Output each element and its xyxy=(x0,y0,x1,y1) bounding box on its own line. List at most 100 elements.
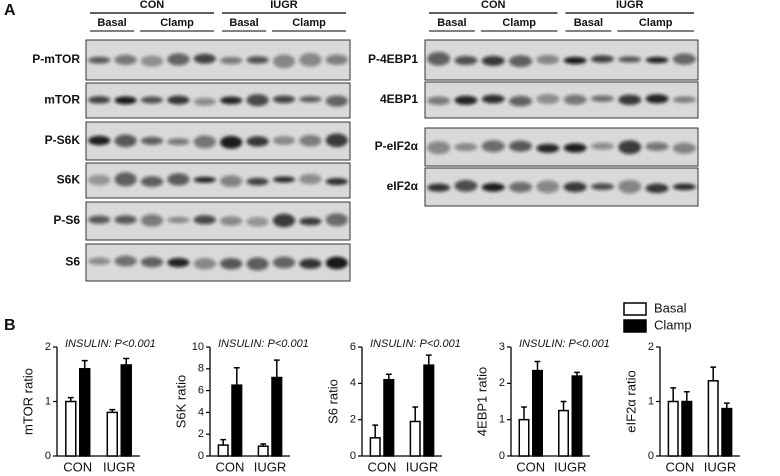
bar xyxy=(518,418,530,457)
band xyxy=(272,136,296,145)
y-tick-label: 8 xyxy=(198,363,204,375)
band xyxy=(272,256,296,269)
bar xyxy=(383,378,395,457)
band xyxy=(454,142,478,152)
legend-swatch xyxy=(623,319,647,333)
bar xyxy=(79,368,91,457)
band xyxy=(220,135,243,149)
group-label: IUGR xyxy=(270,0,298,11)
subgroup-label: Basal xyxy=(437,17,466,29)
error-bar xyxy=(81,359,88,369)
error-bar xyxy=(273,359,280,378)
panel-label: A xyxy=(4,2,16,19)
band xyxy=(246,216,269,227)
band xyxy=(427,183,451,192)
y-tick-label: 1 xyxy=(499,414,505,426)
error-bar xyxy=(123,357,130,365)
blot-label: 4EBP1 xyxy=(380,92,418,106)
band xyxy=(246,94,269,107)
bar xyxy=(707,380,719,457)
error-bar xyxy=(534,360,541,371)
y-tick-label: 6 xyxy=(350,341,356,353)
band xyxy=(272,213,296,228)
y-tick-label: 4 xyxy=(198,406,204,418)
band xyxy=(114,255,137,267)
subgroup-label: Basal xyxy=(229,17,258,29)
band xyxy=(88,257,111,265)
band xyxy=(114,134,137,148)
x-tick-label: IUGR xyxy=(554,459,587,474)
y-tick-label: 0 xyxy=(45,450,51,462)
error-bar xyxy=(425,354,432,366)
band xyxy=(220,56,243,65)
y-tick-label: 2 xyxy=(350,414,356,426)
band xyxy=(193,176,216,183)
error-bar xyxy=(521,406,527,420)
band xyxy=(193,135,216,149)
band xyxy=(481,94,505,104)
blot-bands xyxy=(88,255,348,271)
band xyxy=(325,133,348,148)
band xyxy=(167,53,190,66)
band xyxy=(193,258,216,270)
band xyxy=(509,95,533,107)
annotation: INSULIN: P<0.001 xyxy=(218,338,309,350)
band xyxy=(590,55,614,63)
band xyxy=(618,56,642,63)
band xyxy=(140,96,164,104)
error-bar xyxy=(560,400,567,411)
blot-label: S6K xyxy=(57,173,81,187)
band xyxy=(563,181,587,193)
band xyxy=(590,95,614,102)
band xyxy=(536,54,560,65)
band xyxy=(536,143,560,153)
band xyxy=(454,95,478,105)
band xyxy=(563,56,587,65)
x-tick-label: IUGR xyxy=(103,459,136,474)
band xyxy=(325,256,348,270)
band xyxy=(672,142,696,154)
blot-bands xyxy=(427,51,696,68)
band xyxy=(325,213,348,227)
y-tick-label: 0 xyxy=(198,450,204,462)
blot-label: P-S6 xyxy=(53,213,80,227)
bar xyxy=(681,400,693,457)
bar xyxy=(271,376,283,457)
band xyxy=(536,180,560,193)
y-tick-label: 2 xyxy=(198,428,204,440)
band xyxy=(88,96,111,104)
blot-bands xyxy=(88,172,348,187)
band xyxy=(618,140,642,155)
x-tick-label: CON xyxy=(368,459,397,474)
band xyxy=(509,140,533,152)
band xyxy=(299,258,322,269)
group-label: CON xyxy=(140,0,165,11)
band xyxy=(140,55,164,67)
band xyxy=(220,216,243,226)
error-bar xyxy=(683,390,690,402)
band xyxy=(140,256,164,268)
x-tick-label: IUGR xyxy=(704,459,737,474)
bar xyxy=(667,400,679,457)
y-tick-label: 2 xyxy=(648,341,654,353)
band xyxy=(272,95,296,104)
bar xyxy=(558,409,570,457)
x-tick-label: IUGR xyxy=(406,459,439,474)
y-axis-label: S6K ratio xyxy=(173,375,188,428)
band xyxy=(114,215,137,225)
blot-label: P-S6K xyxy=(45,133,81,147)
blot-bands xyxy=(88,94,348,107)
legend-label: Basal xyxy=(654,300,687,315)
blot-label: P-eIF2α xyxy=(375,139,419,153)
blot-bands xyxy=(88,213,348,228)
band xyxy=(140,214,164,227)
band xyxy=(167,138,190,146)
band xyxy=(299,53,322,67)
error-bar xyxy=(412,406,419,422)
band xyxy=(88,56,111,64)
band xyxy=(167,257,190,268)
band xyxy=(645,142,669,151)
y-axis-label: mTOR ratio xyxy=(20,368,35,435)
blot-bands xyxy=(427,179,696,194)
